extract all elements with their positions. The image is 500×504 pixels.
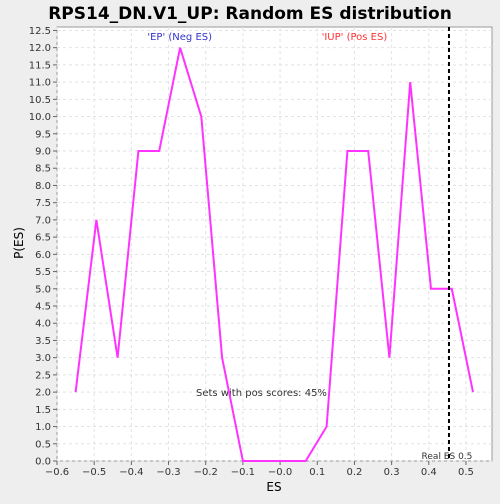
annotation-label: 'EP' (Neg ES) [147, 32, 212, 43]
y-tick-label: 1.0 [35, 422, 51, 433]
y-tick-label: 8.0 [35, 181, 51, 192]
y-tick-label: 11.5 [29, 60, 51, 71]
chart-title: RPS14_DN.V1_UP: Random ES distribution [48, 4, 452, 24]
x-tick-label: −0.4 [119, 467, 143, 478]
y-tick-label: 12.5 [29, 26, 51, 37]
y-axis-label: P(ES) [12, 227, 26, 259]
y-tick-label: 2.0 [35, 388, 51, 399]
y-tick-label: 11.0 [29, 78, 51, 89]
x-axis-label: ES [266, 480, 281, 494]
x-tick-label: −0.0 [268, 467, 292, 478]
real-es-layer: Real ES 0.5 [422, 27, 473, 462]
y-tick-label: 12.0 [29, 43, 51, 54]
pos-scores-label: Sets with pos scores: 45% [196, 388, 327, 399]
y-tick-label: 4.0 [35, 319, 51, 330]
y-tick-label: 10.0 [29, 112, 51, 123]
y-tick-label: 6.5 [35, 233, 51, 244]
y-tick-label: 3.0 [35, 353, 51, 364]
series-layer [74, 47, 474, 462]
y-tick-label: 9.5 [35, 129, 51, 140]
x-tick-label: 0.4 [421, 467, 437, 478]
x-axis: −0.6 −0.5 −0.4 −0.3 −0.2 −0.1 −0.0 0.1 0.2 0.3 0.4… [45, 461, 474, 478]
x-tick-label: 0.2 [346, 467, 362, 478]
y-axis: 0.0 0.5 1.0 1.5 2.0 2.5 3.0 3.5 4.0 4.5 5.0 5.5 6.0 6… [29, 26, 57, 468]
annotations: 'EP' (Neg ES) 'IUP' (Pos ES) Sets with pos… [147, 32, 387, 399]
y-tick-label: 5.0 [35, 284, 51, 295]
annotation-label: 'IUP' (Pos ES) [322, 32, 388, 43]
y-tick-label: 5.5 [35, 267, 51, 278]
y-tick-label: 8.5 [35, 164, 51, 175]
y-tick-label: 2.5 [35, 370, 51, 381]
y-tick-label: 0.5 [35, 439, 51, 450]
real-es-label: Real ES 0.5 [422, 452, 473, 462]
y-tick-label: 7.5 [35, 198, 51, 209]
y-tick-label: 7.0 [35, 215, 51, 226]
y-tick-label: 4.5 [35, 302, 51, 313]
x-tick-label: −0.2 [194, 467, 218, 478]
x-tick-label: −0.3 [156, 467, 180, 478]
x-tick-label: −0.1 [231, 467, 255, 478]
y-tick-label: 1.5 [35, 405, 51, 416]
grid-lines [56, 27, 492, 462]
y-tick-label: 10.5 [29, 95, 51, 106]
es-distribution-line [74, 47, 474, 462]
x-tick-label: 0.1 [309, 467, 325, 478]
x-tick-label: 0.5 [458, 467, 474, 478]
y-tick-label: 3.5 [35, 336, 51, 347]
y-tick-label: 6.0 [35, 250, 51, 261]
x-tick-label: 0.3 [384, 467, 400, 478]
x-tick-label: −0.5 [82, 467, 106, 478]
y-tick-label: 9.0 [35, 147, 51, 158]
y-tick-label: 0.0 [35, 457, 51, 468]
x-tick-label: −0.6 [45, 467, 69, 478]
